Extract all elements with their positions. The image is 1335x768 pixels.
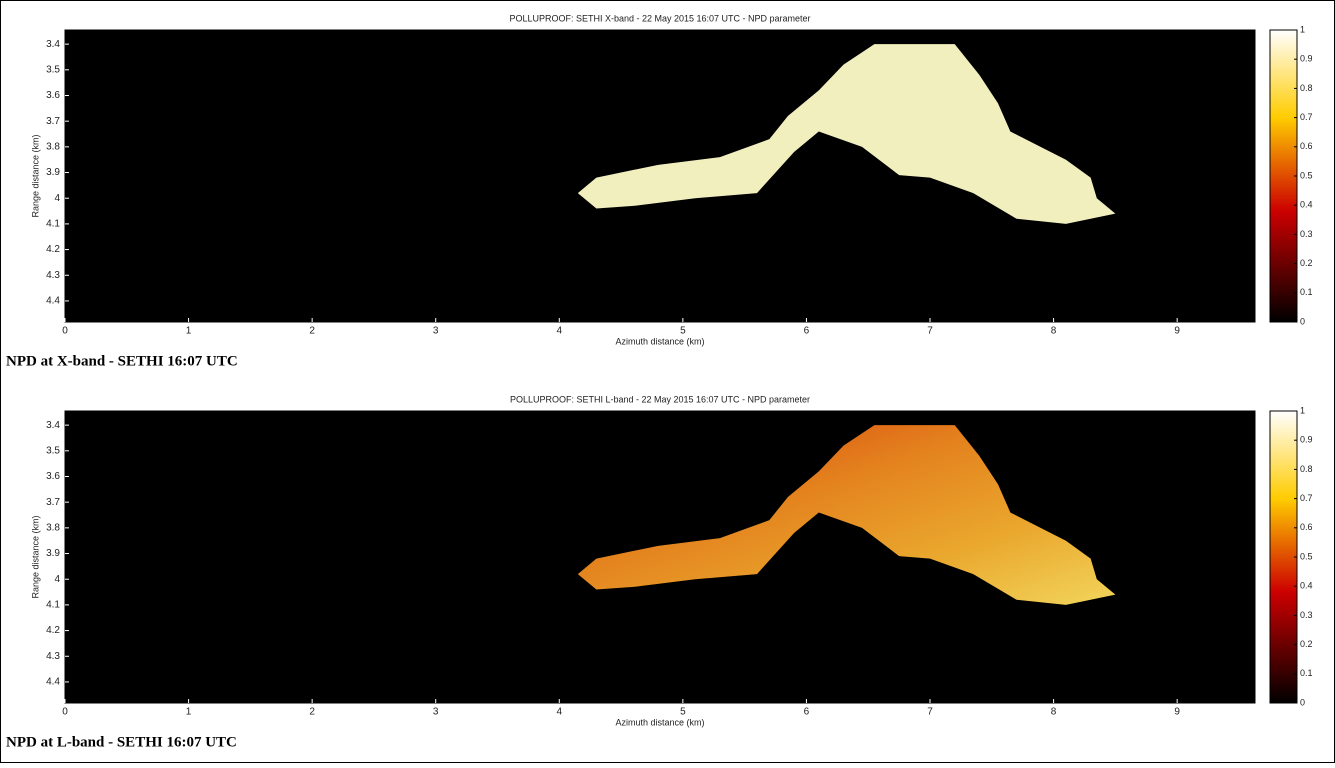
colorbar-tick-label: 0.1	[1300, 668, 1313, 678]
x-tick-label: 4	[557, 707, 563, 718]
y-tick-label: 4.4	[46, 677, 60, 688]
figure: POLLUPROOF: SETHI X-band - 22 May 2015 1…	[0, 0, 1335, 763]
colorbar-tick-label: 0.9	[1300, 54, 1313, 64]
y-tick-label: 3.7	[46, 116, 60, 127]
y-tick-label: 3.8	[46, 522, 60, 533]
chart-title: POLLUPROOF: SETHI X-band - 22 May 2015 1…	[509, 13, 810, 23]
y-tick-label: 3.6	[46, 90, 60, 101]
y-tick-label: 4.1	[46, 219, 60, 230]
y-tick-label: 4.1	[46, 600, 60, 611]
x-tick-label: 9	[1174, 707, 1180, 718]
x-tick-label: 1	[186, 326, 192, 337]
x-tick-label: 2	[309, 707, 315, 718]
x-tick-label: 0	[62, 326, 68, 337]
x-axis-label: Azimuth distance (km)	[615, 717, 704, 727]
y-tick-label: 3.9	[46, 548, 60, 559]
y-tick-label: 4.4	[46, 296, 60, 307]
x-tick-label: 4	[557, 326, 563, 337]
colorbar-tick-label: 0	[1300, 316, 1305, 326]
caption: NPD at X-band - SETHI 16:07 UTC	[6, 353, 238, 369]
y-tick-label: 3.6	[46, 471, 60, 482]
y-tick-label: 4	[54, 193, 60, 204]
y-tick-label: 3.8	[46, 141, 60, 152]
x-tick-label: 8	[1051, 326, 1057, 337]
y-tick-label: 4.3	[46, 270, 60, 281]
y-tick-label: 4.2	[46, 244, 60, 255]
x-tick-label: 3	[433, 707, 439, 718]
colorbar-tick-label: 0.4	[1300, 200, 1313, 210]
colorbar-tick-label: 0.8	[1300, 83, 1313, 93]
colorbar-tick-label: 0	[1300, 697, 1305, 707]
x-axis-label: Azimuth distance (km)	[615, 336, 704, 346]
colorbar-tick-label: 1	[1300, 24, 1305, 34]
chart-title: POLLUPROOF: SETHI L-band - 22 May 2015 1…	[510, 394, 810, 404]
colorbar-tick-label: 0.2	[1300, 258, 1313, 268]
y-tick-label: 3.5	[46, 64, 60, 75]
y-tick-label: 4.3	[46, 651, 60, 662]
x-tick-label: 8	[1051, 707, 1057, 718]
x-tick-label: 7	[927, 326, 933, 337]
colorbar-tick-label: 0.7	[1300, 112, 1313, 122]
x-tick-label: 0	[62, 707, 68, 718]
colorbar-tick-label: 0.7	[1300, 493, 1313, 503]
x-tick-label: 6	[804, 707, 810, 718]
colorbar	[1270, 411, 1297, 703]
y-tick-label: 3.4	[46, 39, 60, 50]
colorbar-tick-label: 0.3	[1300, 610, 1313, 620]
colorbar-tick-label: 1	[1300, 405, 1305, 415]
colorbar-tick-label: 0.9	[1300, 435, 1313, 445]
y-axis-label: Range distance (km)	[30, 134, 40, 217]
page: {"chart_data": [ {"type": "heatmap", "ti…	[0, 0, 1335, 768]
y-axis-label: Range distance (km)	[30, 515, 40, 598]
x-tick-label: 2	[309, 326, 315, 337]
colorbar-tick-label: 0.4	[1300, 581, 1313, 591]
colorbar-tick-label: 0.1	[1300, 287, 1313, 297]
y-tick-label: 4	[54, 574, 60, 585]
caption: NPD at L-band - SETHI 16:07 UTC	[6, 734, 237, 750]
y-tick-label: 3.5	[46, 445, 60, 456]
colorbar-tick-label: 0.3	[1300, 229, 1313, 239]
x-tick-label: 1	[186, 707, 192, 718]
y-tick-label: 3.7	[46, 497, 60, 508]
colorbar-tick-label: 0.6	[1300, 141, 1313, 151]
colorbar	[1270, 30, 1297, 322]
x-tick-label: 5	[680, 707, 686, 718]
x-tick-label: 3	[433, 326, 439, 337]
colorbar-tick-label: 0.6	[1300, 522, 1313, 532]
colorbar-tick-label: 0.2	[1300, 639, 1313, 649]
x-tick-label: 7	[927, 707, 933, 718]
x-tick-label: 6	[804, 326, 810, 337]
y-tick-label: 3.4	[46, 420, 60, 431]
colorbar-tick-label: 0.8	[1300, 464, 1313, 474]
colorbar-tick-label: 0.5	[1300, 551, 1313, 561]
y-tick-label: 4.2	[46, 625, 60, 636]
x-tick-label: 9	[1174, 326, 1180, 337]
x-tick-label: 5	[680, 326, 686, 337]
y-tick-label: 3.9	[46, 167, 60, 178]
colorbar-tick-label: 0.5	[1300, 170, 1313, 180]
